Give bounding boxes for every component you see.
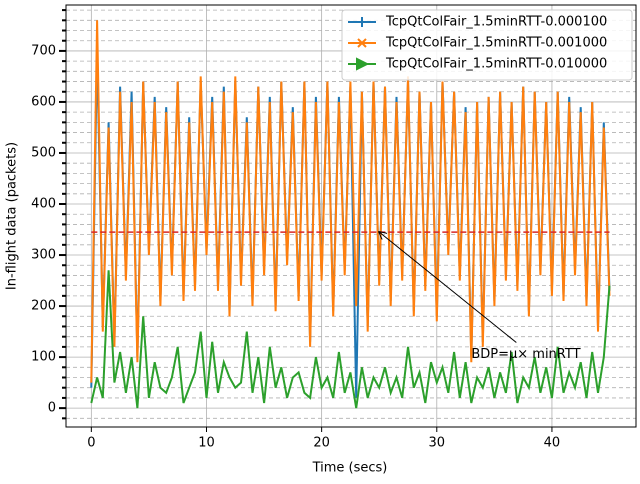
- y-tick-label: 200: [31, 299, 56, 314]
- legend-label: TcpQtColFair_1.5minRTT-0.001000: [385, 36, 607, 51]
- legend-label: TcpQtColFair_1.5minRTT-0.000100: [385, 15, 607, 30]
- y-axis-label: In-flight data (packets): [5, 142, 20, 290]
- y-tick-label: 100: [31, 350, 56, 365]
- y-tick-label: 300: [31, 248, 56, 263]
- y-tick-label: 600: [31, 94, 56, 109]
- x-tick-label: 0: [87, 436, 95, 451]
- x-tick-label: 10: [198, 436, 215, 451]
- series-line: [90, 270, 611, 409]
- y-tick-label: 400: [31, 197, 56, 212]
- y-tick-label: 0: [48, 401, 56, 416]
- annotation-arrow: [379, 232, 517, 343]
- x-tick-label: 30: [429, 436, 446, 451]
- legend-box: [341, 9, 633, 81]
- y-tick-label: 700: [31, 43, 56, 58]
- legend-label: TcpQtColFair_1.5minRTT-0.010000: [385, 57, 607, 72]
- legend-marker: [357, 17, 367, 27]
- x-tick-label: 40: [544, 436, 561, 451]
- x-axis-label: Time (secs): [312, 461, 388, 476]
- legend-marker: [357, 38, 367, 48]
- annotation-text: BDP=μ× minRTT: [471, 347, 580, 362]
- plot-frame: [65, 4, 637, 428]
- x-tick-label: 20: [313, 436, 330, 451]
- y-tick-label: 500: [31, 145, 56, 160]
- series-line: [90, 20, 611, 383]
- legend-marker: [356, 57, 370, 71]
